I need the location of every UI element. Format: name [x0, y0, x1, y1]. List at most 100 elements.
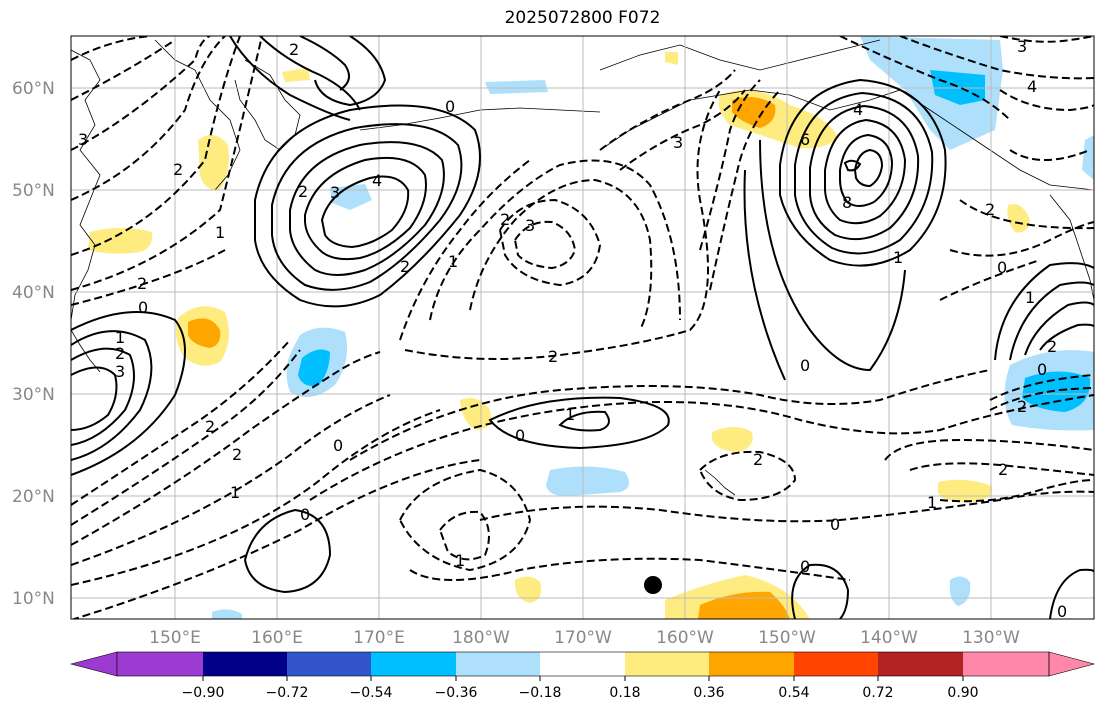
colorbar-tick-label: −0.36	[435, 685, 478, 701]
contour-label: 0	[800, 557, 810, 576]
coastline-asia	[71, 49, 101, 321]
contour-label: 2	[400, 257, 410, 276]
lon-label: 140°W	[860, 628, 918, 648]
colorbar-tick-label: 0.36	[693, 685, 724, 701]
contour-solid	[1039, 323, 1094, 351]
contour-label: 1	[230, 483, 240, 502]
colorbar-swatch	[878, 652, 963, 676]
contour-label: 2	[500, 210, 510, 229]
colorbar-ticks	[202, 676, 964, 681]
contour-label: 0	[1057, 602, 1067, 621]
contour-dashed	[71, 349, 301, 526]
neg-region	[546, 466, 629, 497]
contour-label: 0	[830, 515, 840, 534]
contour-label: 3	[115, 362, 125, 381]
contour-dashed	[349, 369, 991, 461]
contour-label: 1	[927, 493, 937, 512]
contour-solid	[254, 104, 481, 308]
contour-dashed	[884, 438, 1094, 461]
neg-region	[1082, 135, 1094, 180]
contour-dashed	[709, 89, 781, 291]
negative-anomaly-shading	[212, 36, 1094, 619]
colorbar-tick-label: −0.18	[519, 685, 562, 701]
map-title: 2025072800 F072	[504, 8, 661, 28]
contour-label: 0	[800, 356, 810, 375]
contour-label: 2	[1017, 397, 1027, 416]
neg-region	[485, 80, 548, 94]
contour-label: 8	[842, 193, 852, 212]
contour-label: 4	[372, 171, 382, 190]
colorbar-swatch	[117, 652, 203, 676]
contour-label: 2	[1047, 337, 1057, 356]
contour-dashed	[71, 459, 481, 619]
contour-label: 3	[525, 216, 535, 235]
contour-solid	[314, 36, 387, 107]
contour-label: 3	[78, 130, 88, 149]
lon-label: 160°W	[656, 628, 714, 648]
contour-dashed	[909, 462, 1094, 476]
pos-region	[188, 318, 221, 348]
colorbar-extend-right	[1048, 651, 1096, 677]
lat-label: 20°N	[12, 487, 55, 507]
contour-solid	[809, 104, 920, 241]
contour-dashed	[399, 159, 531, 341]
coastline-hawaii	[704, 469, 736, 496]
contour-dashed	[469, 178, 653, 331]
colorbar-swatch	[287, 652, 371, 676]
contour-label: 1	[893, 248, 903, 267]
contour-label: 1	[215, 223, 225, 242]
contour-dashed	[513, 220, 577, 270]
contour-solid	[488, 396, 670, 450]
contour-solid	[994, 262, 1094, 361]
contour-dashed	[939, 259, 1041, 301]
lon-label: 150°W	[758, 628, 816, 648]
contour-dashed	[989, 387, 1094, 411]
contour-label: 1	[1025, 288, 1035, 307]
colorbar-swatch	[709, 652, 794, 676]
pos-region	[460, 397, 491, 430]
contour-solid	[839, 133, 894, 207]
contour-dashed	[619, 89, 746, 171]
neg-region	[860, 36, 1003, 150]
contour-label: 2	[115, 344, 125, 363]
colorbar-extend-left	[69, 651, 118, 677]
contour-label: 2	[173, 160, 183, 179]
contour-dashed	[404, 89, 721, 360]
lat-label: 40°N	[12, 283, 55, 303]
colorbar-tick-label: 0.90	[947, 685, 978, 701]
contour-solid	[794, 91, 934, 255]
contour-label: 3	[1017, 37, 1027, 56]
contour-label: 2	[985, 200, 995, 219]
contour-dashed	[939, 479, 1094, 503]
contour-label: 6	[800, 130, 810, 149]
contour-label: 2	[232, 445, 242, 464]
contour-solid	[824, 118, 907, 225]
contour-label: 0	[445, 97, 455, 116]
colorbar-tick-label: 0.54	[778, 685, 809, 701]
colorbar: −0.90 −0.72 −0.54 −0.36 −0.18 0.18 0.36 …	[69, 651, 1096, 701]
contour-label: 2	[753, 450, 763, 469]
contour-dashed	[71, 36, 151, 61]
pos-region	[514, 576, 542, 603]
contour-label: 1	[448, 252, 458, 271]
colorbar-swatch	[625, 652, 709, 676]
contour-dashed	[699, 79, 761, 251]
location-marker	[644, 576, 662, 594]
contour-solid	[71, 347, 135, 446]
contour-dashed	[999, 36, 1094, 43]
contour-label: 2	[205, 417, 215, 436]
negative-contours	[71, 36, 1094, 619]
contour-label: 2	[289, 40, 299, 59]
pos-region	[88, 228, 153, 254]
contour-solid	[1049, 568, 1094, 619]
pos-region	[282, 68, 310, 82]
contour-solid	[853, 148, 884, 188]
colorbar-tick-label: 0.72	[862, 685, 893, 701]
contour-label: 0	[300, 505, 310, 524]
lat-label: 30°N	[12, 385, 55, 405]
contour-dashed	[71, 409, 441, 586]
pos-region	[698, 591, 790, 619]
neg-region	[298, 349, 330, 387]
coastline-alaska-north	[599, 39, 881, 71]
contour-solid	[289, 141, 445, 276]
